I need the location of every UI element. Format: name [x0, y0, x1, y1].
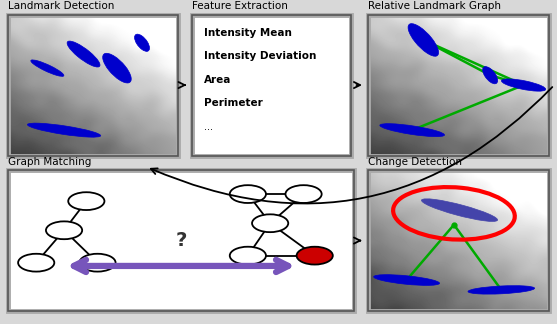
Text: ...: ... [204, 122, 213, 132]
Text: ?: ? [175, 231, 187, 250]
Ellipse shape [483, 67, 497, 84]
Ellipse shape [18, 254, 55, 272]
Ellipse shape [501, 79, 546, 91]
Ellipse shape [230, 185, 266, 203]
Text: Intensity Deviation: Intensity Deviation [204, 51, 317, 61]
Ellipse shape [252, 214, 289, 232]
Ellipse shape [285, 185, 322, 203]
Ellipse shape [408, 24, 438, 56]
Ellipse shape [230, 247, 266, 264]
Ellipse shape [27, 123, 101, 137]
Ellipse shape [46, 221, 82, 239]
Ellipse shape [80, 254, 116, 272]
Text: Graph Matching: Graph Matching [8, 157, 92, 167]
Ellipse shape [67, 41, 100, 67]
Text: Perimeter: Perimeter [204, 98, 263, 109]
FancyBboxPatch shape [8, 170, 354, 311]
Text: Feature Extraction: Feature Extraction [192, 1, 288, 11]
FancyBboxPatch shape [192, 15, 351, 156]
Text: Landmark Detection: Landmark Detection [8, 1, 115, 11]
Ellipse shape [102, 53, 131, 83]
Ellipse shape [468, 286, 535, 294]
Text: Area: Area [204, 75, 232, 85]
Ellipse shape [69, 192, 105, 210]
Ellipse shape [422, 199, 497, 221]
Text: Intensity Mean: Intensity Mean [204, 28, 292, 38]
Ellipse shape [31, 60, 64, 76]
Ellipse shape [135, 34, 149, 52]
Ellipse shape [374, 275, 439, 285]
Ellipse shape [380, 124, 444, 137]
Text: Change Detection: Change Detection [368, 157, 462, 167]
Ellipse shape [297, 247, 333, 264]
Text: Relative Landmark Graph: Relative Landmark Graph [368, 1, 501, 11]
FancyArrowPatch shape [151, 87, 553, 203]
